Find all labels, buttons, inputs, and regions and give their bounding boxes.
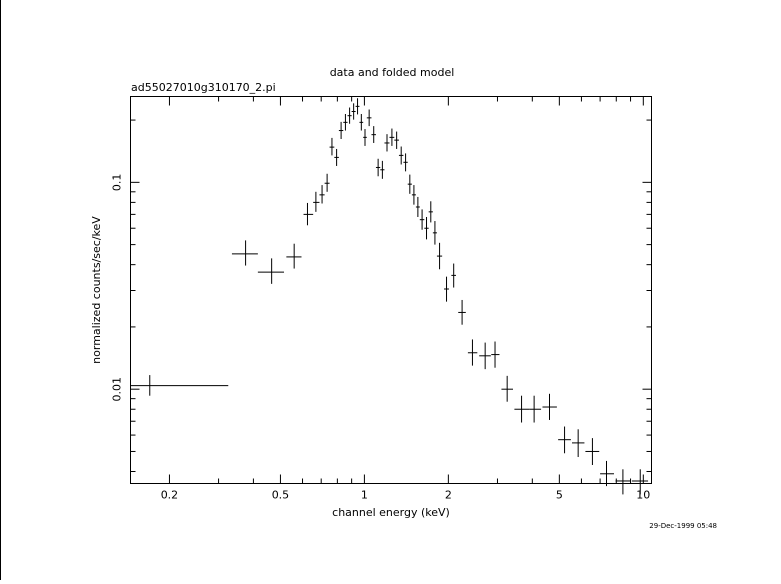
- data-point: [313, 191, 320, 212]
- x-axis-tick-labels: 0.2 0.5 1 2 5 10: [161, 489, 651, 502]
- data-point: [366, 109, 372, 127]
- data-point: [343, 113, 348, 131]
- data-point: [501, 375, 513, 402]
- data-point: [432, 221, 437, 245]
- x-tick-label: 1: [361, 489, 368, 502]
- data-point: [467, 339, 478, 366]
- y-tick-label: 0.1: [111, 174, 124, 192]
- data-point: [444, 276, 449, 302]
- data-point: [380, 160, 385, 179]
- chart-title: data and folded model: [330, 66, 455, 79]
- x-tick-label: 10: [636, 489, 650, 502]
- data-point: [615, 469, 631, 495]
- data-point: [319, 185, 325, 204]
- data-point: [257, 258, 285, 284]
- x-tick-label: 2: [445, 489, 452, 502]
- data-points: [130, 98, 649, 495]
- data-point: [375, 158, 381, 177]
- data-point: [384, 134, 390, 152]
- data-point: [334, 148, 339, 166]
- x-axis-label: channel energy (keV): [332, 506, 450, 519]
- data-point: [303, 202, 314, 226]
- data-point: [324, 173, 330, 192]
- data-point: [542, 393, 557, 420]
- data-point: [424, 216, 429, 240]
- data-point: [451, 263, 456, 288]
- x-tick-label: 0.2: [161, 489, 179, 502]
- data-point: [415, 196, 420, 217]
- data-point: [389, 128, 395, 146]
- data-point: [403, 153, 408, 172]
- plot-frame: [130, 96, 652, 484]
- y-axis-ticks: [130, 119, 652, 473]
- data-point: [458, 299, 466, 325]
- y-axis-tick-labels: 0.01 0.1: [111, 174, 124, 402]
- data-point: [571, 429, 585, 458]
- y-tick-label: 0.01: [111, 377, 124, 402]
- data-point: [359, 113, 364, 131]
- data-point: [286, 243, 302, 269]
- x-tick-label: 0.5: [272, 489, 290, 502]
- data-point: [329, 137, 335, 156]
- data-point: [529, 395, 542, 423]
- data-point: [371, 126, 376, 143]
- data-point: [419, 209, 425, 230]
- x-axis-ticks: [168, 96, 644, 484]
- x-tick-label: 5: [556, 489, 563, 502]
- data-point: [347, 107, 352, 124]
- data-point: [355, 98, 360, 115]
- data-point: [394, 131, 399, 149]
- data-point: [398, 146, 404, 165]
- data-point: [130, 375, 229, 396]
- data-point: [479, 342, 491, 370]
- data-point: [585, 438, 600, 466]
- data-point: [411, 185, 416, 205]
- data-point: [351, 103, 356, 120]
- timestamp: 29-Dec-1999 05:48: [649, 522, 717, 530]
- data-point: [407, 174, 412, 194]
- data-point: [514, 395, 530, 423]
- data-point: [428, 201, 433, 223]
- data-point: [338, 121, 344, 139]
- data-point: [631, 469, 649, 495]
- data-point: [231, 240, 258, 266]
- y-axis-label: normalized counts/sec/keV: [90, 216, 103, 364]
- data-point: [491, 341, 500, 368]
- data-point: [600, 460, 614, 487]
- data-point: [363, 129, 367, 146]
- data-point: [558, 426, 571, 454]
- chart-subtitle: ad55027010g310170_2.pi: [131, 81, 276, 94]
- data-point: [436, 242, 443, 270]
